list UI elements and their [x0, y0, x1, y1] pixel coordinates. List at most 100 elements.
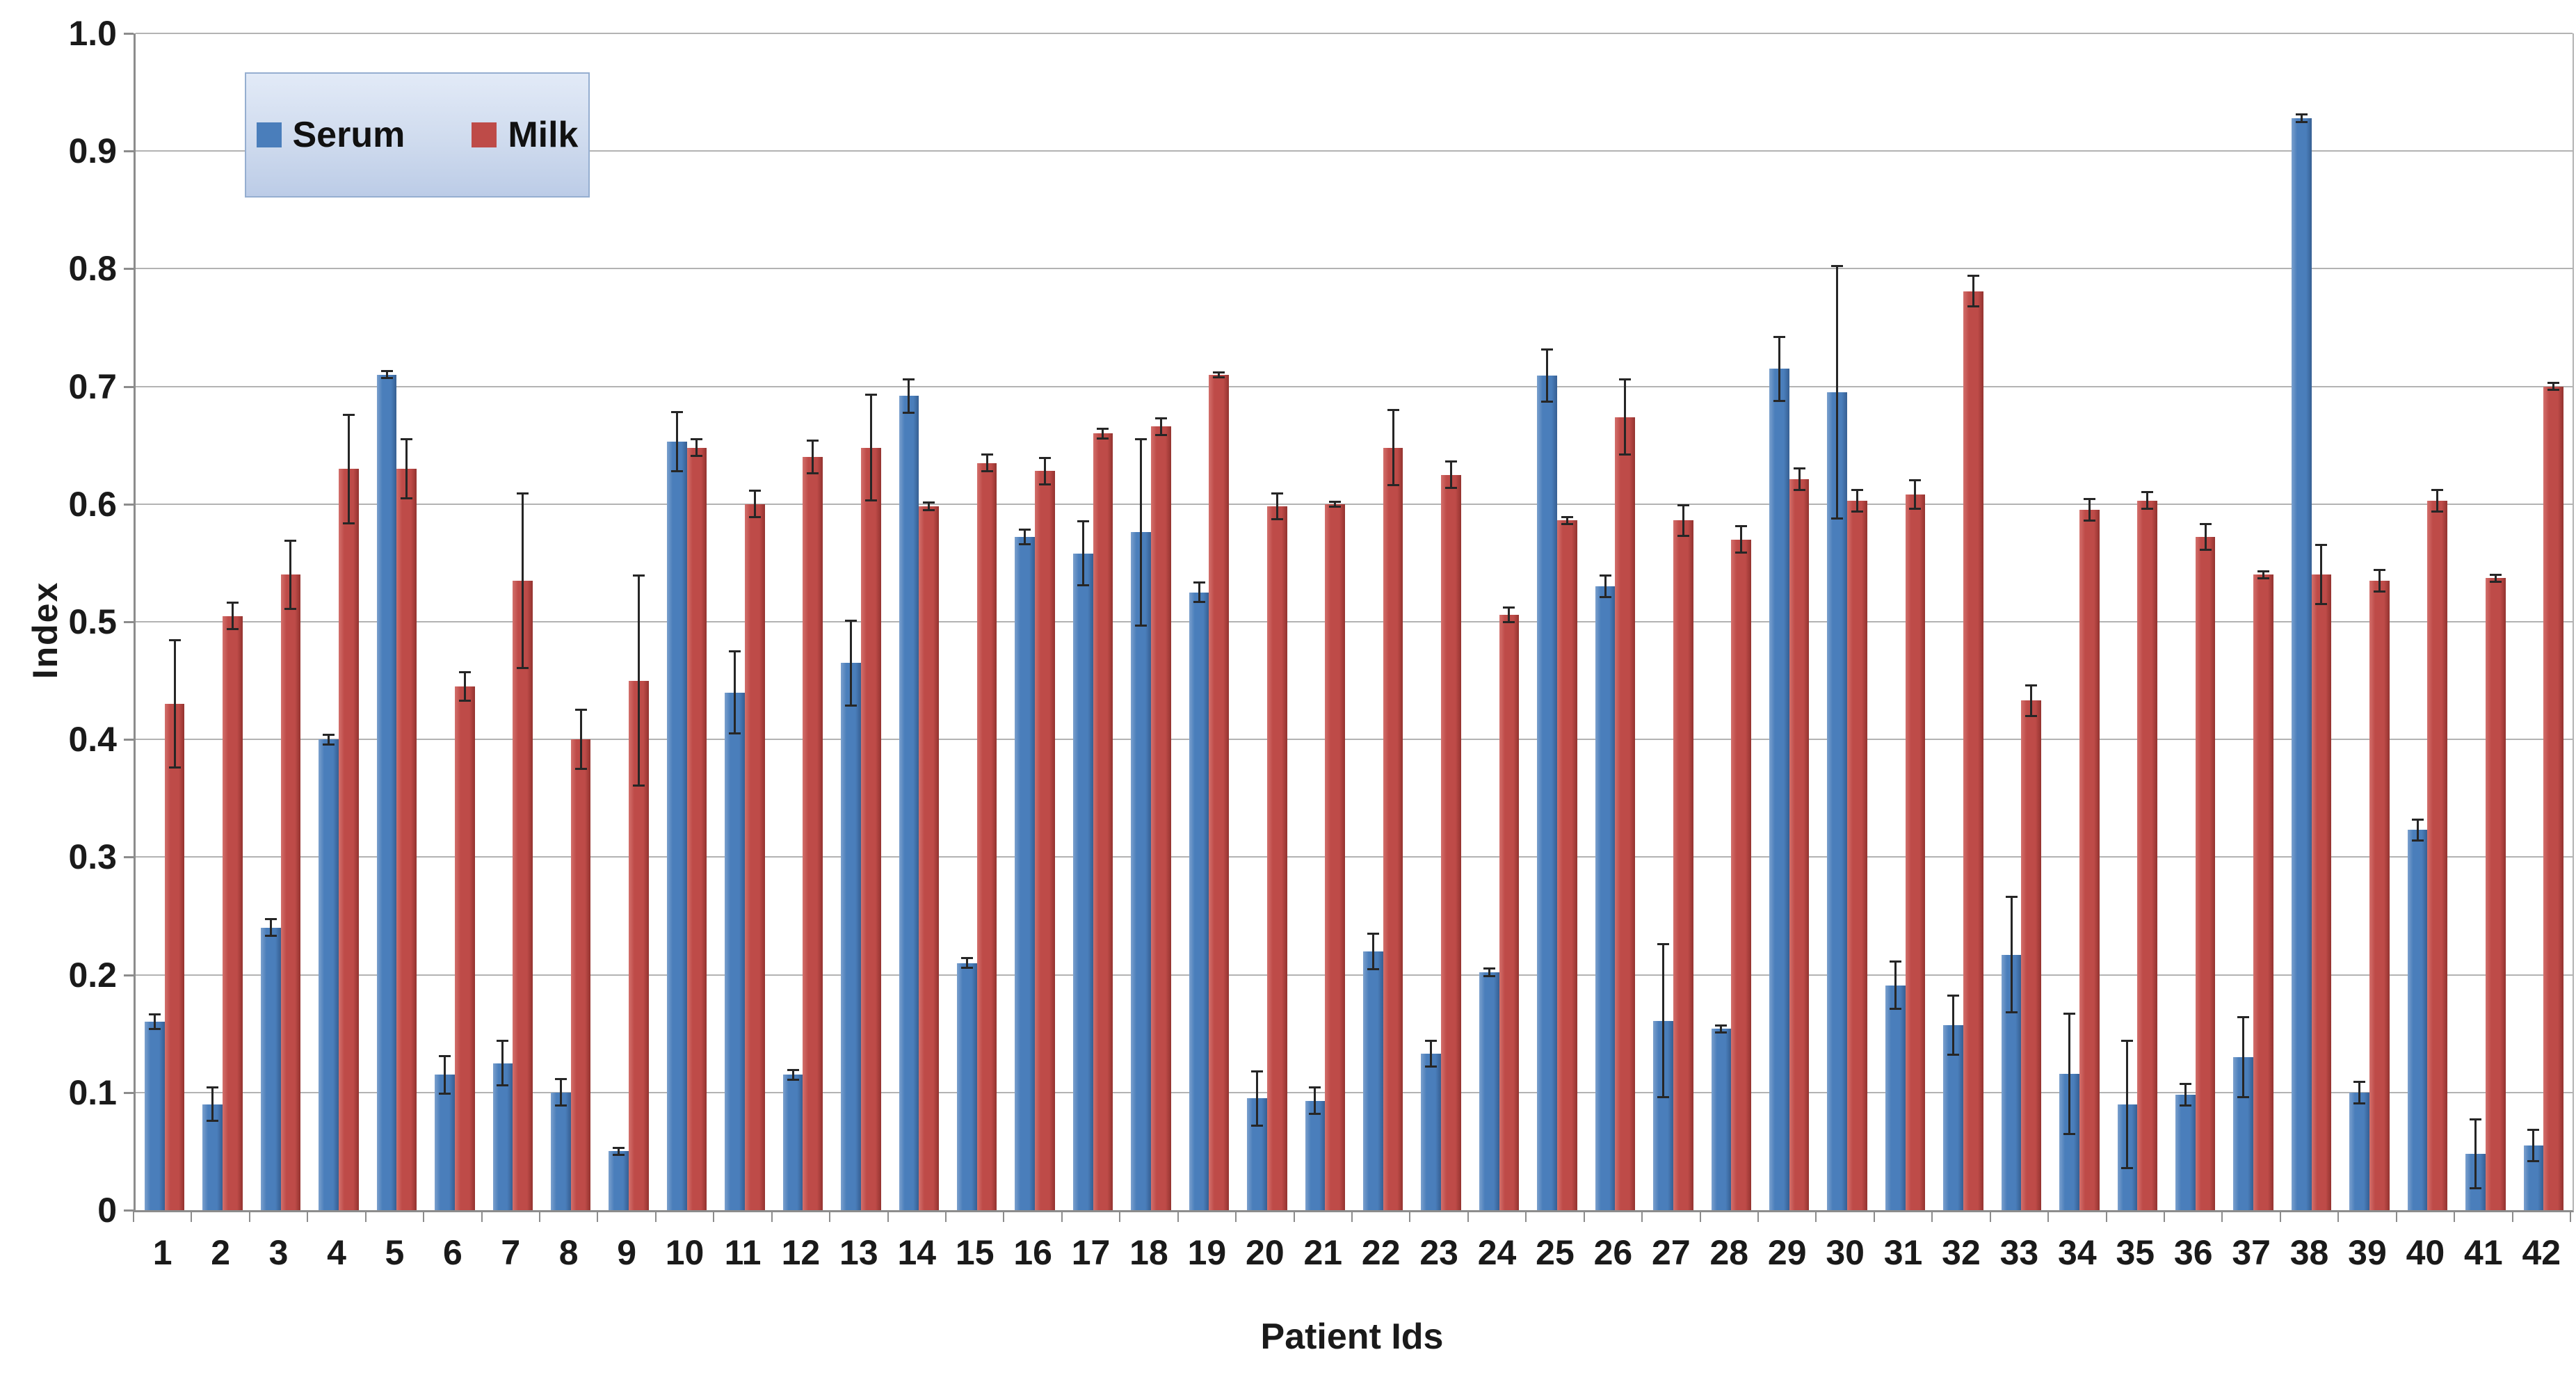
error-bar-cap-bottom [1193, 600, 1205, 603]
error-bar-line [1546, 348, 1549, 403]
error-bar-serum-37 [2237, 1015, 2250, 1099]
bar-serum-25 [1537, 376, 1557, 1210]
error-bar-line [928, 501, 931, 511]
error-bar-cap-top [2141, 491, 2154, 494]
error-bar-line [1778, 335, 1780, 402]
error-bar-line [269, 918, 272, 938]
error-bar-milk-14 [923, 501, 935, 511]
bar-serum-9 [609, 1151, 629, 1210]
milk-swatch-icon [472, 122, 497, 147]
error-bar-line [2416, 818, 2419, 842]
legend-item-milk: Milk [472, 114, 578, 156]
error-bar-cap-top [633, 574, 645, 577]
error-bar-cap-bottom [1445, 486, 1458, 489]
x-tick-mark [191, 1212, 193, 1222]
error-bar-cap-bottom [1561, 523, 1573, 526]
y-tick-mark [124, 150, 134, 153]
error-bar-cap-top [1154, 417, 1167, 419]
y-tick-mark [124, 503, 134, 506]
error-bar-cap-bottom [903, 411, 915, 414]
y-tick-label: 0 [97, 1191, 117, 1230]
bar-serum-18 [1131, 532, 1151, 1210]
error-bar-line [1140, 438, 1143, 627]
bar-milk-2 [223, 616, 243, 1210]
x-tick-mark [539, 1212, 540, 1222]
error-bar-line [675, 411, 678, 473]
bar-serum-10 [666, 442, 687, 1210]
error-bar-milk-24 [1503, 606, 1515, 623]
error-bar-serum-8 [554, 1078, 567, 1107]
error-bar-cap-bottom [2295, 120, 2308, 123]
x-tick-mark [945, 1212, 947, 1222]
error-bar-line [812, 439, 814, 475]
y-tick-label: 0.2 [68, 955, 117, 995]
bar-milk-24 [1499, 614, 1520, 1210]
error-bar-cap-top [960, 957, 973, 960]
error-bar-cap-bottom [148, 1028, 161, 1031]
x-tick-mark [1409, 1212, 1411, 1222]
error-bar-line [2358, 1080, 2361, 1104]
bar-milk-11 [745, 504, 765, 1210]
error-bar-serum-14 [903, 378, 915, 414]
bar-milk-14 [919, 506, 940, 1210]
error-bar-cap-top [1250, 1070, 1263, 1072]
error-bar-cap-top [1909, 479, 1922, 482]
x-tick-label: 29 [1767, 1233, 1807, 1272]
error-bar-serum-26 [1599, 574, 1611, 599]
bar-milk-25 [1557, 520, 1577, 1210]
error-bar-cap-top [807, 439, 819, 442]
x-tick-label: 36 [2173, 1233, 2213, 1272]
error-bar-serum-42 [2527, 1129, 2540, 1162]
error-bar-line [2474, 1118, 2477, 1189]
error-bar-cap-top [168, 639, 181, 642]
x-tick-mark [1525, 1212, 1527, 1222]
y-tick-label: 0.5 [68, 602, 117, 641]
error-bar-serum-10 [670, 411, 683, 473]
bar-serum-14 [899, 396, 919, 1210]
error-bar-milk-9 [633, 574, 645, 787]
x-tick-label: 28 [1709, 1233, 1749, 1272]
y-tick-label: 0.8 [68, 249, 117, 289]
bar-serum-22 [1362, 951, 1383, 1210]
gridline [136, 268, 2573, 270]
error-bar-cap-bottom [497, 1084, 509, 1087]
bar-milk-1 [164, 704, 185, 1210]
error-bar-cap-top [574, 709, 587, 711]
bar-milk-41 [2485, 578, 2506, 1210]
bar-serum-32 [1943, 1025, 1963, 1210]
error-bar-cap-top [691, 438, 703, 441]
bar-milk-40 [2427, 500, 2448, 1210]
error-bar-cap-bottom [1367, 967, 1379, 970]
error-bar-milk-8 [574, 709, 587, 771]
error-bar-milk-21 [1329, 500, 1342, 508]
error-bar-milk-41 [2489, 573, 2502, 584]
gridline [136, 621, 2573, 622]
error-bar-cap-top [342, 413, 355, 416]
error-bar-cap-top [1619, 378, 1632, 380]
legend-label-serum: Serum [292, 115, 405, 155]
error-bar-cap-bottom [1483, 974, 1495, 977]
bar-serum-38 [2291, 118, 2312, 1210]
error-bar-serum-4 [323, 733, 335, 746]
serum-swatch-icon [256, 122, 282, 147]
plot-area [134, 33, 2574, 1212]
error-bar-cap-top [2179, 1083, 2191, 1086]
error-bar-cap-top [903, 378, 915, 380]
error-bar-cap-top [323, 733, 335, 736]
bar-serum-39 [2349, 1092, 2369, 1210]
y-tick-mark [124, 33, 134, 35]
error-bar-cap-bottom [2179, 1104, 2191, 1107]
error-bar-cap-bottom [2005, 1011, 2018, 1014]
error-bar-cap-bottom [1793, 489, 1805, 492]
error-bar-serum-33 [2005, 896, 2018, 1014]
bar-serum-3 [260, 927, 281, 1210]
y-tick-label: 0.7 [68, 367, 117, 406]
error-bar-cap-bottom [2025, 715, 2038, 718]
bar-serum-23 [1421, 1053, 1442, 1210]
error-bar-cap-top [670, 411, 683, 414]
error-bar-cap-bottom [1541, 401, 1554, 403]
error-bar-milk-2 [227, 602, 239, 630]
error-bar-cap-top [2431, 488, 2444, 491]
error-bar-serum-28 [1715, 1024, 1728, 1034]
error-bar-cap-bottom [633, 784, 645, 787]
